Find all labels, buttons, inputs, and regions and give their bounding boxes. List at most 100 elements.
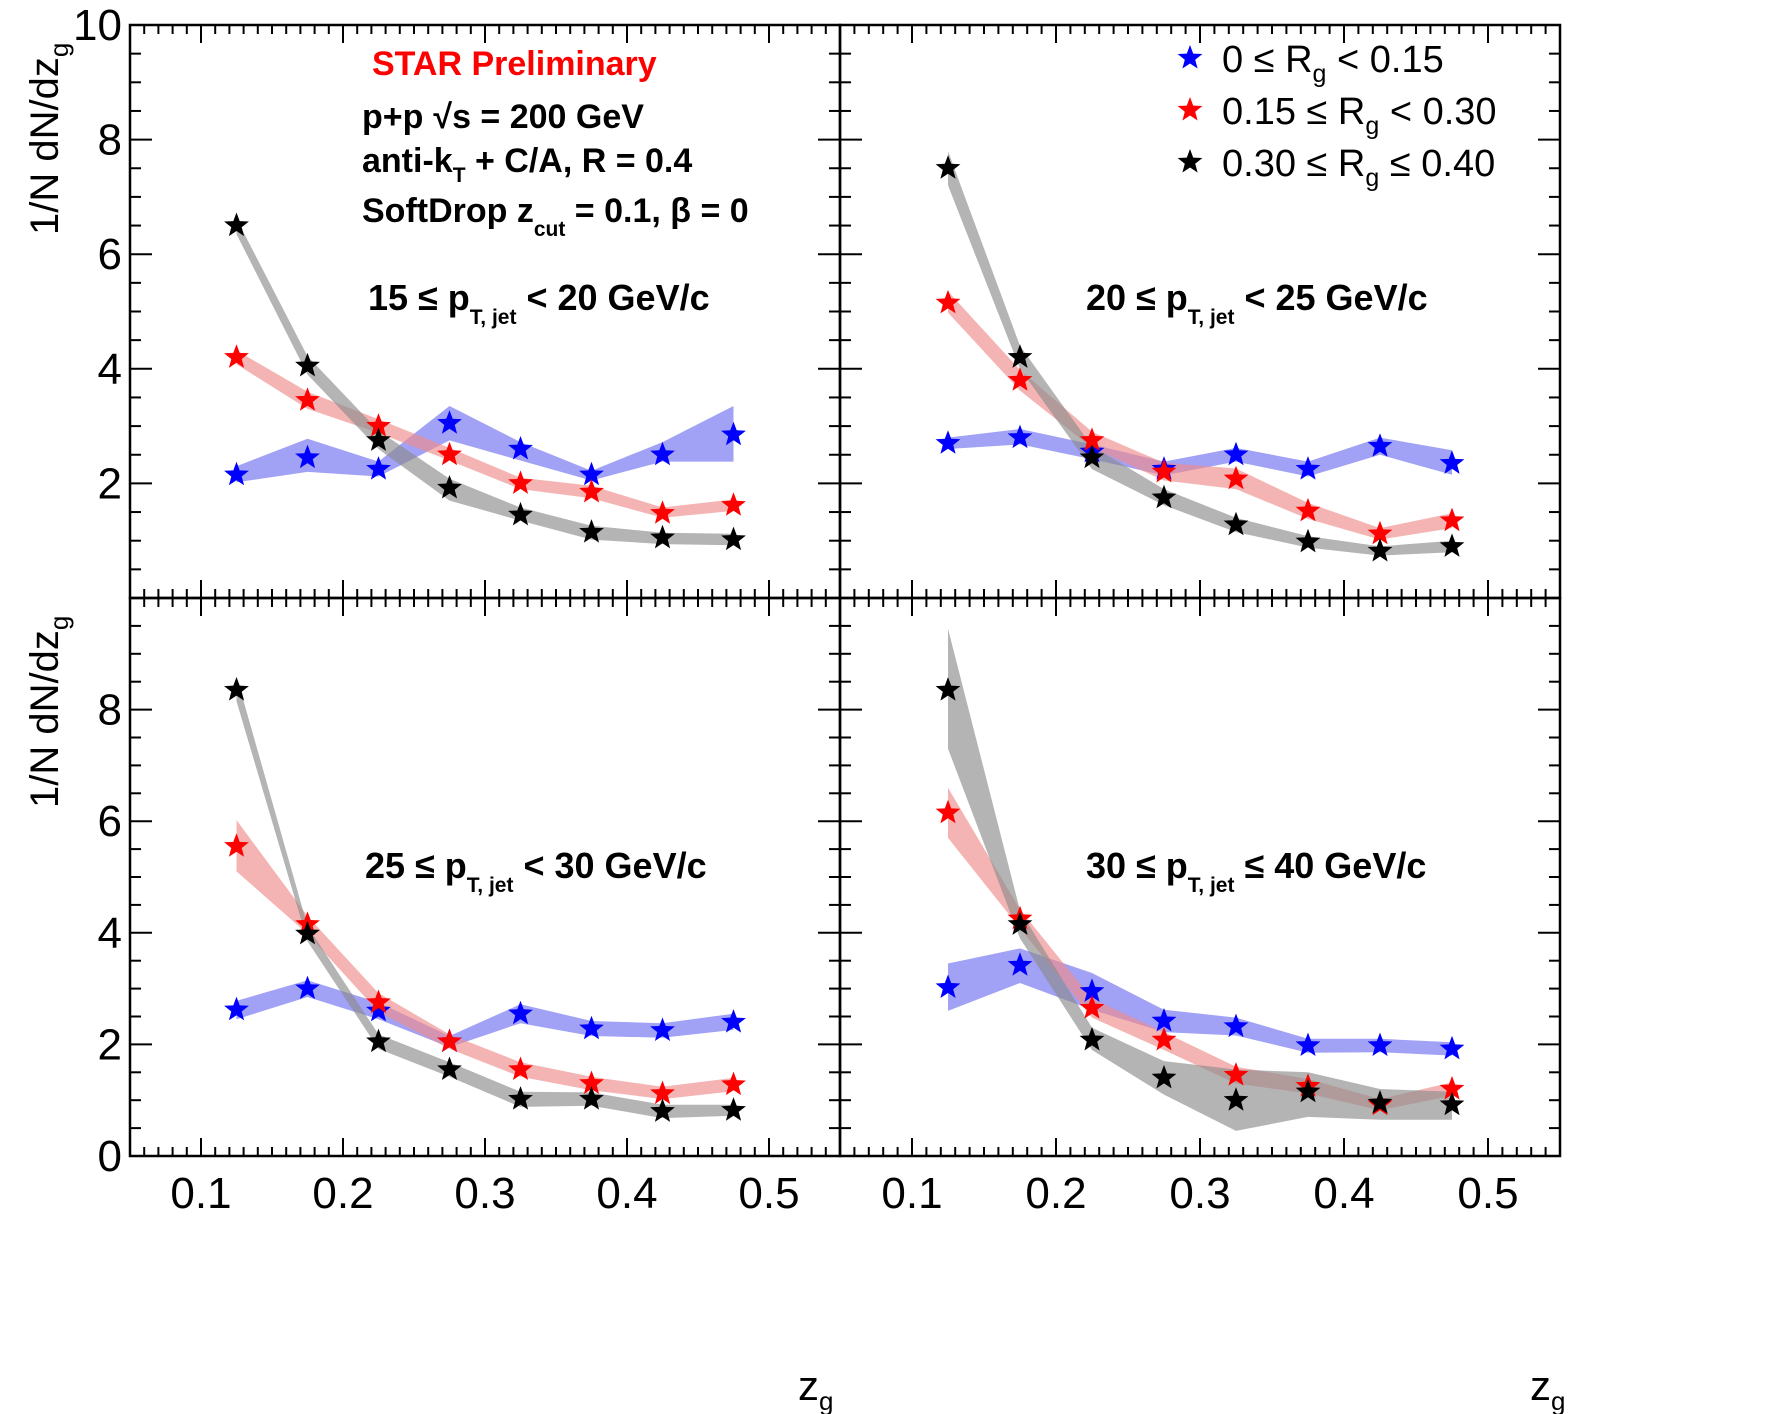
data-point-star [366, 1028, 391, 1053]
data-point-star [508, 501, 533, 526]
data-point-star [721, 1097, 746, 1121]
data-point-star [1007, 344, 1033, 368]
legend-label-mid-rg: 0.15 ≤ Rg < 0.30 [1222, 91, 1497, 140]
data-point-star [1223, 465, 1249, 490]
data-point-star [650, 441, 675, 466]
data-point-star [1439, 1035, 1465, 1060]
data-point-star [366, 413, 391, 437]
data-point-star [508, 436, 533, 460]
uncertainty-band [948, 628, 1452, 1131]
legend-markers [1177, 45, 1203, 173]
x-axis-label-main: z [1530, 1362, 1551, 1409]
legend-marker-star [1177, 97, 1203, 121]
systematic-bands [236, 151, 1452, 1131]
data-point-star [295, 920, 320, 945]
data-point-star [437, 410, 462, 434]
x-axis-label-sub: g [1551, 1386, 1565, 1414]
data-point-star [721, 526, 746, 551]
y-tick-label: 2 [98, 459, 122, 508]
data-point-star [1367, 1090, 1393, 1114]
uncertainty-band [948, 787, 1452, 1111]
data-point-star [1439, 507, 1465, 532]
data-point-star [224, 833, 249, 857]
data-point-star [295, 975, 320, 1000]
x-tick-label: 0.1 [881, 1169, 942, 1218]
data-point-star [579, 461, 604, 486]
uncertainty-band [236, 406, 734, 483]
data-point-star [1223, 1013, 1249, 1038]
data-point-star [1223, 511, 1249, 536]
data-point-star [224, 212, 249, 237]
pt-bin-label-panel-1: 15 ≤ pT, jet < 20 GeV/c [368, 277, 710, 329]
data-point-star [1151, 1008, 1177, 1032]
uncertainty-band [236, 676, 734, 1119]
y-axis-label-bottom: 1/N dN/dzg [23, 616, 74, 808]
data-point-star [1367, 538, 1393, 562]
data-point-star [1295, 456, 1321, 480]
data-point-star [721, 1009, 746, 1033]
pt-bin-label-panel-4: 30 ≤ pT, jet ≤ 40 GeV/c [1086, 845, 1426, 897]
data-point-star [935, 799, 961, 824]
data-markers [224, 155, 1465, 1122]
data-point-star [935, 430, 961, 454]
data-point-star [1151, 484, 1177, 509]
tick-labels: 0.1 0.2 0.3 0.4 0.5 0.1 0.2 0.3 0.4 0.5 2 4 6 8 10 0 2 4 6… [73, 1, 1519, 1218]
data-point-star [935, 155, 961, 179]
x-tick-label: 0.3 [1169, 1169, 1230, 1218]
data-point-star [1007, 424, 1033, 449]
data-point-star [721, 421, 746, 446]
y-tick-label: 10 [73, 1, 122, 50]
data-point-star [1007, 367, 1033, 391]
data-point-star [579, 1086, 604, 1110]
collision-system: p+p √s = 200 GeV [362, 98, 644, 136]
data-point-star [224, 461, 249, 486]
data-point-star [650, 500, 675, 524]
data-point-star [508, 1056, 533, 1080]
data-point-star [1007, 952, 1033, 976]
data-point-star [1439, 450, 1465, 474]
data-point-star [650, 1017, 675, 1041]
data-point-star [650, 1080, 675, 1104]
preliminary-label: STAR Preliminary [372, 45, 657, 83]
y-axis-label-main: 1/N dN/dz [23, 57, 67, 235]
y-axis-label-main: 1/N dN/dz [23, 630, 67, 808]
legend-marker-star [1177, 149, 1203, 173]
legend-label-low-rg: 0 ≤ Rg < 0.15 [1222, 39, 1444, 88]
data-point-star [437, 1056, 462, 1080]
data-point-star [366, 427, 391, 451]
data-point-star [1223, 441, 1249, 466]
data-point-star [366, 997, 391, 1022]
data-point-star [650, 524, 675, 549]
data-point-star [224, 677, 249, 701]
data-point-star [1079, 444, 1105, 469]
data-point-star [1439, 1091, 1465, 1116]
uncertainty-band [948, 948, 1452, 1056]
x-tick-label: 0.2 [312, 1169, 373, 1218]
x-axis-label-sub: g [819, 1386, 833, 1414]
data-point-star [508, 1000, 533, 1025]
data-point-star [1151, 1026, 1177, 1051]
data-point-star [579, 1070, 604, 1094]
data-point-star [1079, 995, 1105, 1019]
y-axis-label-top: 1/N dN/dzg [23, 43, 74, 235]
x-tick-label: 0.5 [738, 1169, 799, 1218]
x-tick-label: 0.3 [454, 1169, 515, 1218]
data-point-star [224, 996, 249, 1021]
data-point-star [1367, 433, 1393, 457]
y-tick-label: 8 [98, 116, 122, 165]
data-point-star [437, 475, 462, 499]
uncertainty-band [236, 820, 734, 1100]
data-point-star [1223, 1087, 1249, 1111]
data-point-star [1079, 427, 1105, 451]
data-point-star [508, 1086, 533, 1110]
data-point-star [935, 677, 961, 701]
data-point-star [721, 1071, 746, 1096]
x-tick-label: 0.1 [170, 1169, 231, 1218]
legend-label-high-rg: 0.30 ≤ Rg ≤ 0.40 [1222, 143, 1495, 192]
y-tick-label: 4 [98, 345, 122, 394]
data-point-star [1151, 458, 1177, 483]
data-point-star [1295, 528, 1321, 553]
y-tick-label: 8 [98, 686, 122, 735]
x-tick-label: 0.2 [1025, 1169, 1086, 1218]
